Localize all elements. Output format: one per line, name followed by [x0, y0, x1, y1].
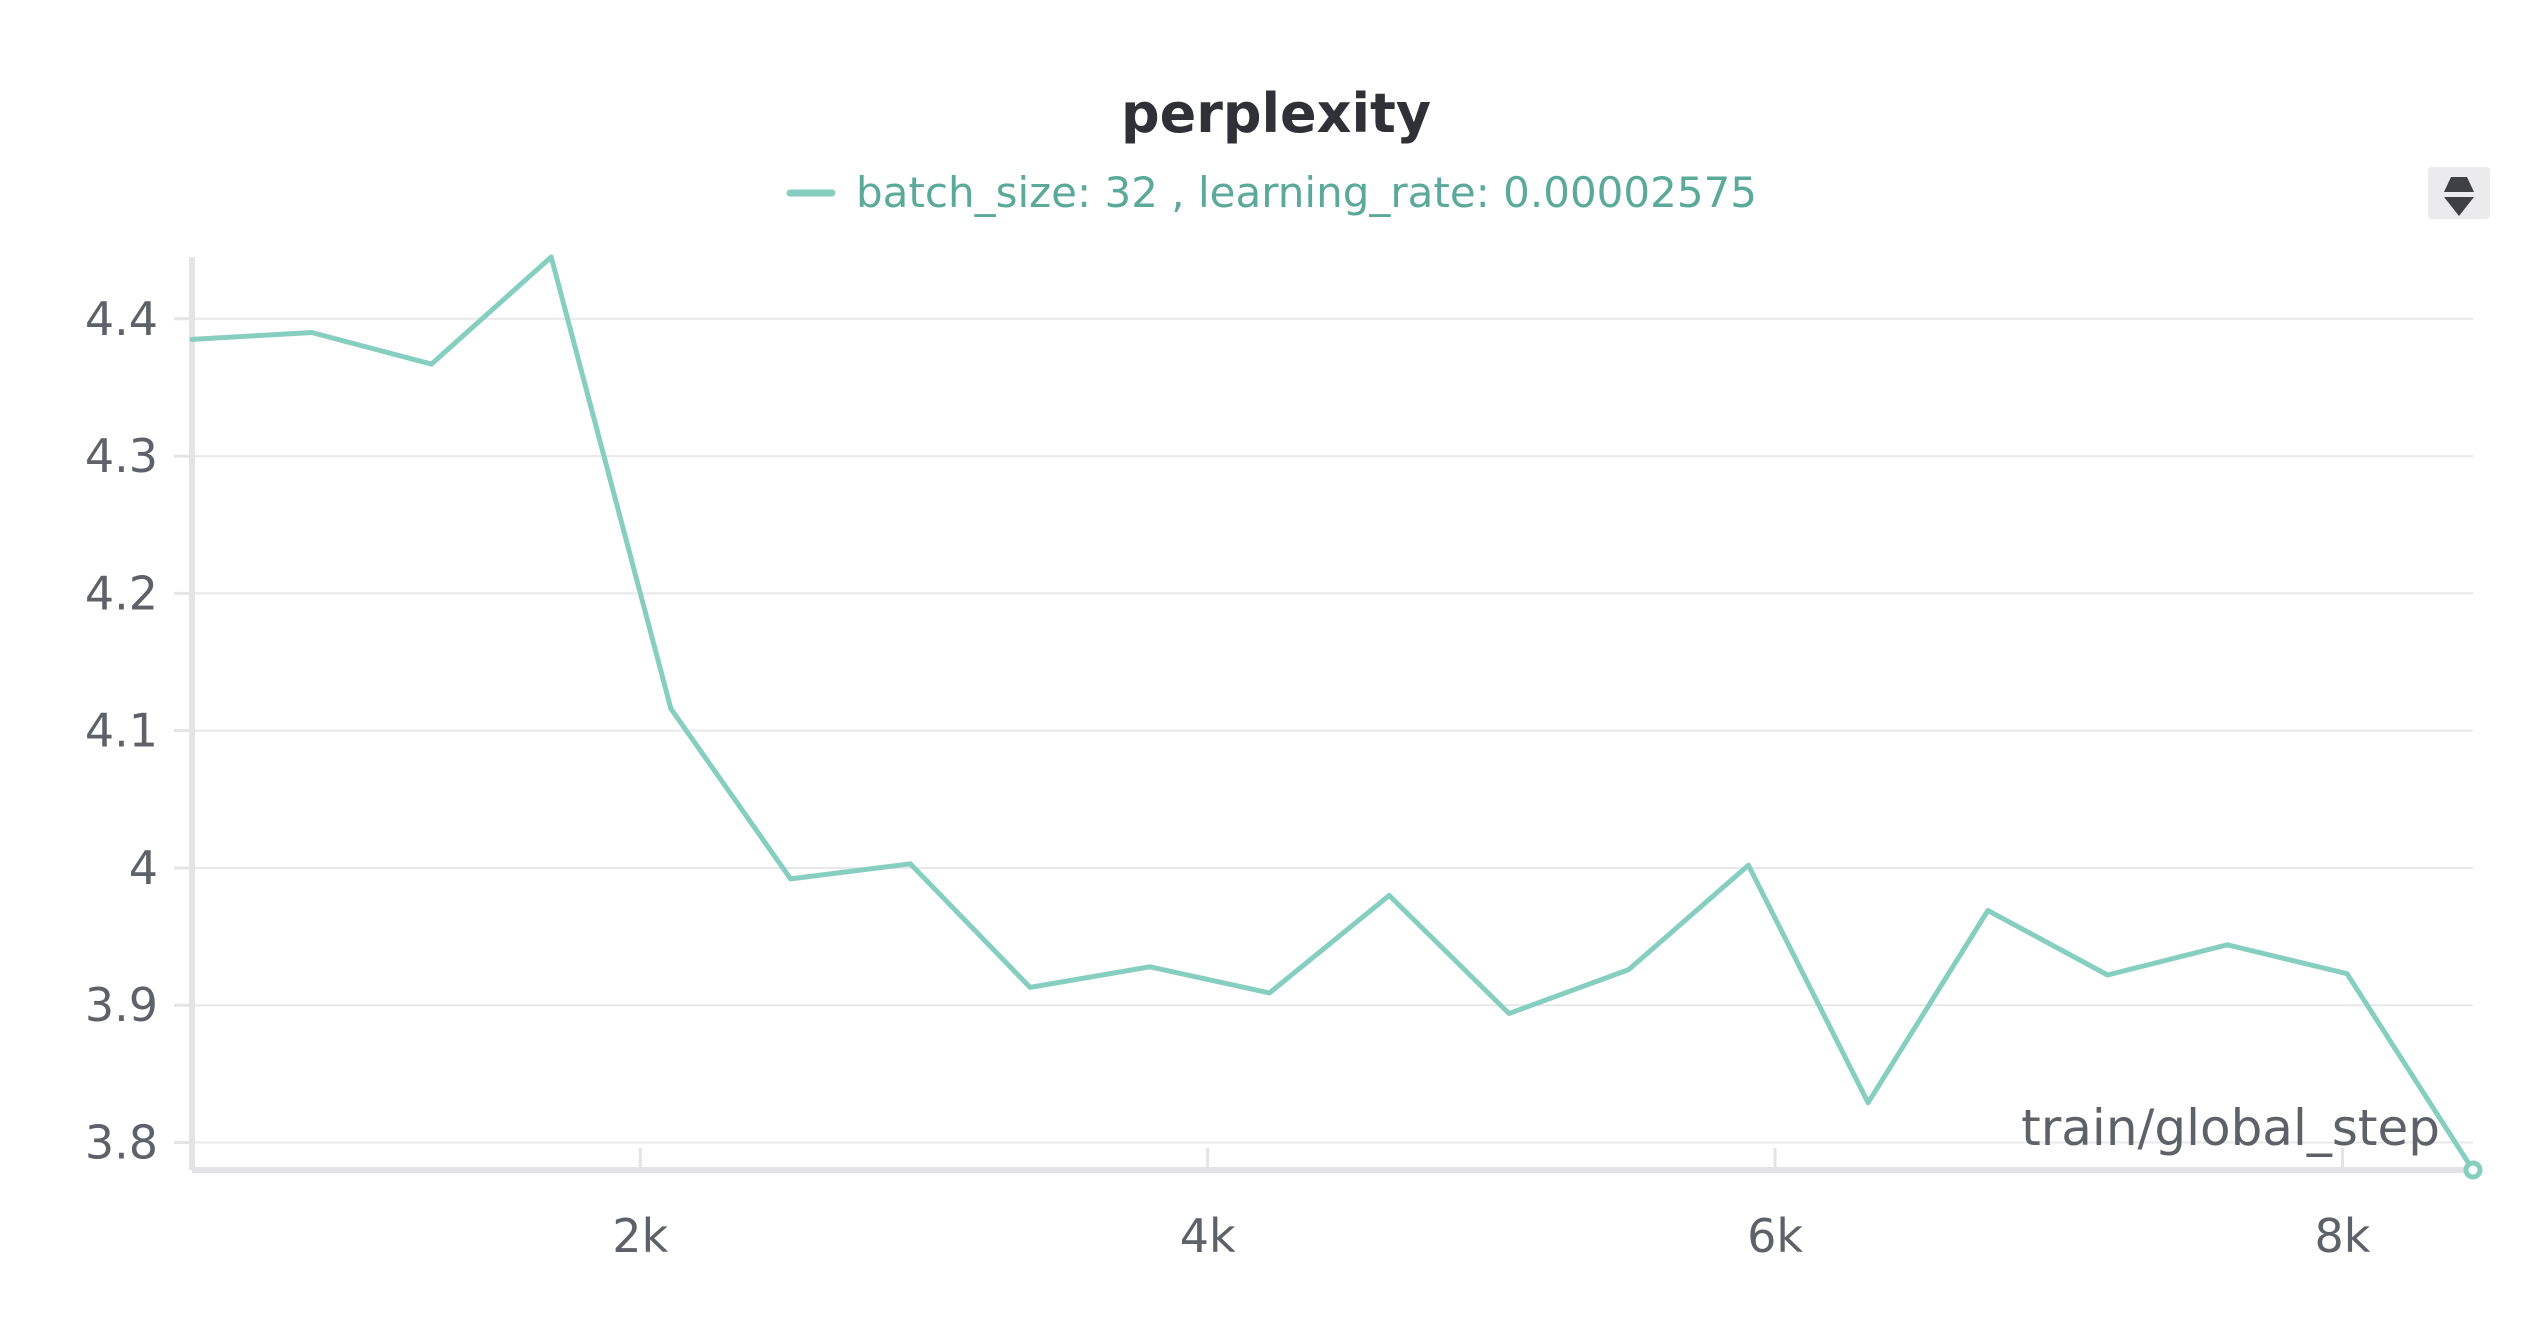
- y-tick-label: 4.2: [85, 566, 158, 620]
- y-tick-label: 4.1: [85, 704, 158, 758]
- series-line: [189, 254, 2476, 1173]
- y-tick-label: 3.9: [85, 978, 158, 1032]
- grid-lines: [192, 317, 2473, 1144]
- legend: batch_size: 32 , learning_rate: 0.000025…: [786, 168, 1757, 217]
- legend-scroll-button[interactable]: [2428, 167, 2490, 219]
- data-point: [2463, 1160, 2483, 1180]
- x-tick-label: 4k: [1180, 1209, 1236, 1263]
- x-tick-label: 2k: [612, 1209, 668, 1263]
- x-axis-ticks: 2k 4k 6k 8k: [612, 1148, 2371, 1263]
- legend-entry-label: batch_size: 32 , learning_rate: 0.000025…: [856, 168, 1757, 217]
- up-down-arrows-icon: [2444, 177, 2474, 216]
- x-tick-label: 8k: [2315, 1209, 2371, 1263]
- y-tick-label: 4.3: [85, 429, 158, 483]
- y-axis-ticks: 3.8 3.9 4 4.1 4.2 4.3 4.4: [85, 292, 192, 1170]
- y-tick-label: 3.8: [85, 1116, 158, 1170]
- x-tick-label: 6k: [1747, 1209, 1803, 1263]
- y-tick-label: 4: [129, 841, 158, 895]
- series-layer: [189, 254, 2483, 1180]
- chart-title: perplexity: [1121, 82, 1431, 145]
- axes: [189, 257, 2473, 1173]
- y-tick-label: 4.4: [85, 292, 158, 346]
- x-axis-title: train/global_step: [2021, 1099, 2440, 1157]
